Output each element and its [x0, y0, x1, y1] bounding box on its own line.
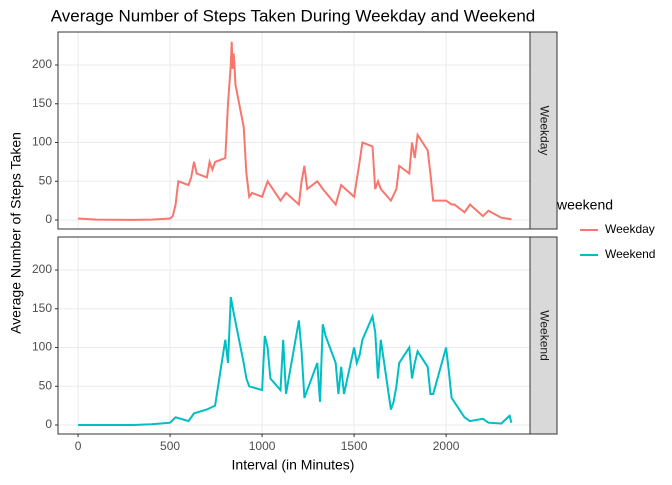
y-tick-label: 100	[32, 135, 52, 149]
y-tick-label: 50	[39, 378, 53, 392]
y-tick-label: 150	[32, 301, 52, 315]
chart-title: Average Number of Steps Taken During Wee…	[51, 6, 535, 25]
strip	[529, 31, 558, 230]
panel-background	[58, 237, 530, 434]
strip-label: Weekday	[537, 106, 551, 156]
strip-label: Weekend	[537, 310, 551, 360]
y-tick-label: 100	[32, 340, 52, 354]
y-tick-label: 150	[32, 96, 52, 110]
x-tick-label: 1000	[249, 439, 276, 453]
y-tick-label: 0	[45, 417, 52, 431]
x-tick-label: 0	[75, 439, 82, 453]
x-tick-label: 500	[160, 439, 180, 453]
data-line	[78, 41, 512, 221]
y-tick-label: 50	[39, 173, 53, 187]
x-axis-label: Interval (in Minutes)	[232, 457, 355, 473]
y-tick-label: 0	[45, 212, 52, 226]
data-line	[78, 296, 513, 426]
y-tick-label: 200	[32, 262, 52, 276]
x-tick-label: 1500	[341, 439, 368, 453]
legend-title: weekend	[556, 197, 613, 213]
legend-label: Weekend	[605, 247, 655, 261]
y-tick-label: 200	[32, 57, 52, 71]
legend-label: Weekday	[605, 222, 655, 236]
y-axis-label: Average Number of Steps Taken	[8, 132, 24, 334]
strip	[529, 236, 558, 435]
x-tick-label: 2000	[433, 439, 460, 453]
